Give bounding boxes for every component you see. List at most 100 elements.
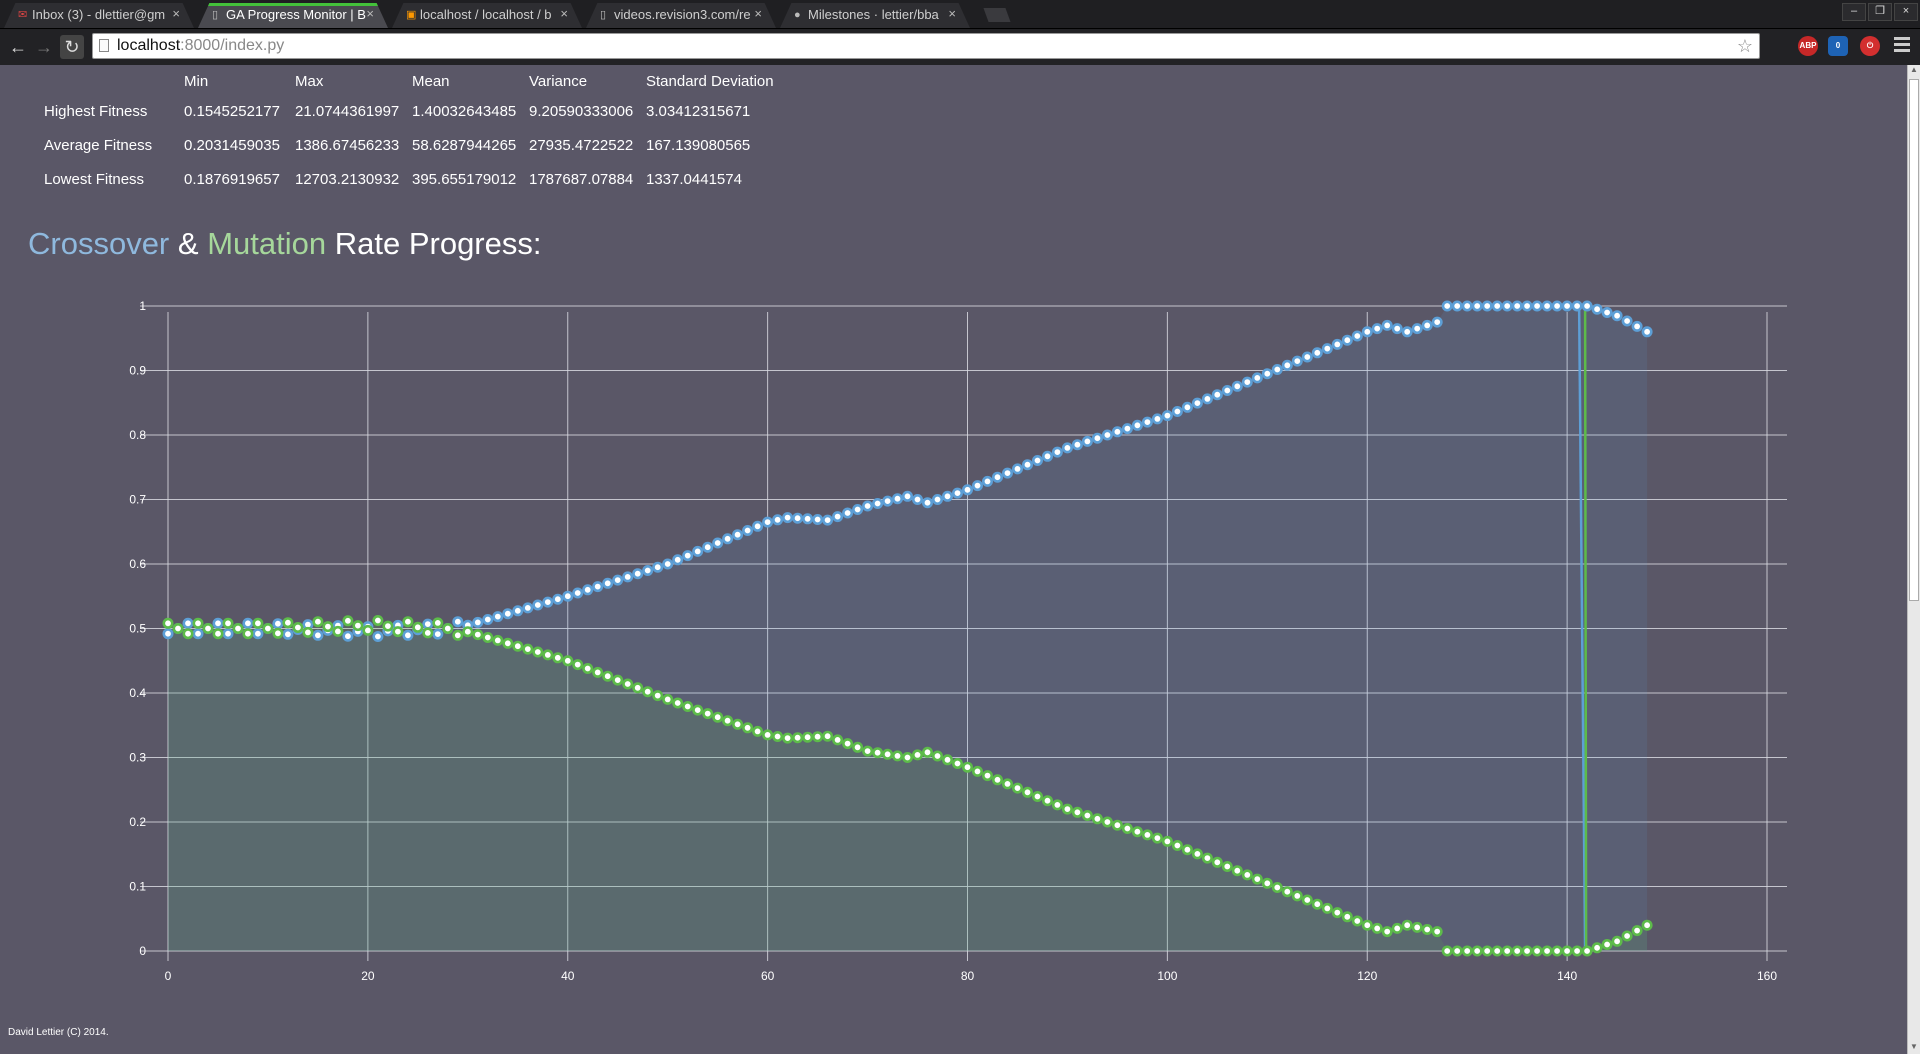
point-crossover — [692, 545, 704, 557]
point-mutation — [472, 629, 484, 641]
point-crossover — [252, 628, 264, 640]
crossover-marker-line — [1577, 305, 1587, 952]
browser-toolbar: ← → ↻ localhost:8000/index.py ☆ ABP 0 ⏻ — [0, 29, 1920, 65]
y-tick-label: 0 — [139, 944, 146, 958]
point-crossover — [1601, 306, 1613, 318]
point-mutation — [832, 734, 844, 746]
point-mutation — [482, 631, 494, 643]
point-crossover — [752, 520, 764, 532]
scroll-down-icon[interactable]: ▼ — [1910, 1042, 1918, 1051]
point-crossover — [632, 568, 644, 580]
scroll-up-icon[interactable]: ▲ — [1910, 65, 1918, 74]
point-crossover — [432, 628, 444, 640]
point-crossover — [1071, 439, 1083, 451]
point-crossover — [1261, 368, 1273, 380]
y-tick-label: 0.7 — [129, 493, 146, 507]
point-crossover — [742, 525, 754, 537]
address-host: localhost — [117, 37, 181, 54]
point-crossover — [1431, 316, 1443, 328]
y-tick-label: 0.8 — [129, 428, 146, 442]
extension-badge-icon[interactable]: 0 — [1828, 36, 1848, 56]
point-crossover — [572, 587, 584, 599]
point-crossover — [1471, 300, 1483, 312]
point-mutation — [342, 615, 354, 627]
reload-icon[interactable]: ↻ — [60, 35, 84, 59]
point-crossover — [702, 541, 714, 553]
point-mutation — [1201, 852, 1213, 864]
point-mutation — [442, 622, 454, 634]
point-crossover — [1361, 326, 1373, 338]
close-icon[interactable]: × — [560, 6, 568, 21]
point-mutation — [1051, 799, 1063, 811]
tab-revision3[interactable]: ▯ videos.revision3.com/re × — [586, 3, 776, 28]
extension-power-icon[interactable]: ⏻ — [1860, 36, 1880, 56]
address-bar[interactable]: localhost:8000/index.py ☆ — [92, 33, 1760, 59]
table-cell: 0.2031459035 — [184, 136, 280, 154]
point-crossover — [762, 516, 774, 528]
point-mutation — [1331, 907, 1343, 919]
point-mutation — [862, 745, 874, 757]
point-mutation — [332, 625, 344, 637]
scrollbar-thumb[interactable] — [1909, 79, 1919, 601]
point-crossover — [512, 605, 524, 617]
table-header: Mean — [412, 72, 450, 90]
point-mutation — [1291, 890, 1303, 902]
forward-icon[interactable]: → — [35, 37, 53, 57]
close-window-icon[interactable]: × — [1894, 3, 1918, 21]
point-crossover — [1251, 372, 1263, 384]
point-crossover — [1241, 376, 1253, 388]
point-mutation — [362, 624, 374, 636]
point-mutation — [1251, 873, 1263, 885]
point-mutation — [752, 725, 764, 737]
point-crossover — [1311, 347, 1323, 359]
close-icon[interactable]: × — [172, 6, 180, 21]
tab-github-milestones[interactable]: ● Milestones · lettier/bba × — [780, 3, 970, 28]
page-icon: ▯ — [600, 9, 607, 21]
adblock-plus-icon[interactable]: ABP — [1798, 36, 1818, 56]
x-tick-label: 40 — [561, 969, 575, 983]
point-crossover — [1611, 310, 1623, 322]
minimize-icon[interactable]: – — [1842, 3, 1866, 21]
bookmark-star-icon[interactable]: ☆ — [1736, 36, 1753, 56]
tab-gmail[interactable]: ✉ Inbox (3) - dlettier@gm × — [4, 3, 194, 28]
point-mutation — [432, 617, 444, 629]
point-crossover — [1191, 397, 1203, 409]
table-header — [28, 68, 184, 94]
table-header: Max — [295, 72, 324, 90]
point-crossover — [1001, 467, 1013, 479]
close-icon[interactable]: × — [754, 6, 762, 21]
point-crossover — [1171, 406, 1183, 418]
restore-icon[interactable]: ❐ — [1868, 3, 1892, 21]
point-crossover — [1211, 389, 1223, 401]
point-crossover — [182, 617, 194, 629]
point-mutation — [572, 659, 584, 671]
table-cell: 9.20590333006 — [529, 102, 634, 120]
new-tab-button[interactable] — [983, 8, 1011, 22]
point-mutation — [981, 770, 993, 782]
point-mutation — [1511, 945, 1523, 957]
point-mutation — [392, 626, 404, 638]
menu-icon[interactable] — [1894, 37, 1910, 55]
table-cell: 1.40032643485 — [412, 102, 517, 120]
point-mutation — [602, 670, 614, 682]
close-icon[interactable]: × — [366, 6, 374, 21]
point-mutation — [202, 622, 214, 634]
point-mutation — [1571, 945, 1583, 957]
heading-mutation: Mutation — [207, 226, 327, 261]
point-crossover — [642, 564, 654, 576]
point-mutation — [1181, 844, 1193, 856]
point-mutation — [652, 690, 664, 702]
point-mutation — [1451, 945, 1463, 957]
point-crossover — [272, 618, 284, 630]
point-mutation — [582, 662, 594, 674]
point-crossover — [772, 514, 784, 526]
vertical-scrollbar[interactable]: ▲ ▼ — [1907, 65, 1920, 1054]
back-icon[interactable]: ← — [9, 37, 27, 57]
point-mutation — [1611, 935, 1623, 947]
point-mutation — [312, 616, 324, 628]
tab-ga-progress-monitor[interactable]: ▯ GA Progress Monitor | B × — [198, 3, 388, 28]
point-mutation — [352, 620, 364, 632]
tab-phpmyadmin[interactable]: ▣ localhost / localhost / b × — [392, 3, 582, 28]
close-icon[interactable]: × — [948, 6, 956, 21]
point-crossover — [782, 512, 794, 524]
